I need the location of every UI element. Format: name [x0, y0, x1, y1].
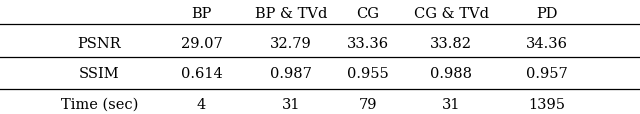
Text: 0.988: 0.988: [430, 66, 472, 80]
Text: 31: 31: [282, 97, 300, 111]
Text: 1395: 1395: [529, 97, 566, 111]
Text: 0.957: 0.957: [526, 66, 568, 80]
Text: Time (sec): Time (sec): [61, 97, 138, 111]
Text: BP: BP: [191, 7, 212, 21]
Text: 31: 31: [442, 97, 460, 111]
Text: CG: CG: [356, 7, 380, 21]
Text: PSNR: PSNR: [77, 36, 121, 50]
Text: 29.07: 29.07: [180, 36, 223, 50]
Text: 33.36: 33.36: [347, 36, 389, 50]
Text: 79: 79: [359, 97, 377, 111]
Text: PD: PD: [536, 7, 558, 21]
Text: 0.955: 0.955: [347, 66, 389, 80]
Text: 4: 4: [197, 97, 206, 111]
Text: BP & TVd: BP & TVd: [255, 7, 328, 21]
Text: 32.79: 32.79: [270, 36, 312, 50]
Text: CG & TVd: CG & TVd: [413, 7, 489, 21]
Text: 34.36: 34.36: [526, 36, 568, 50]
Text: 0.987: 0.987: [270, 66, 312, 80]
Text: 33.82: 33.82: [430, 36, 472, 50]
Text: 0.614: 0.614: [180, 66, 223, 80]
Text: SSIM: SSIM: [79, 66, 120, 80]
